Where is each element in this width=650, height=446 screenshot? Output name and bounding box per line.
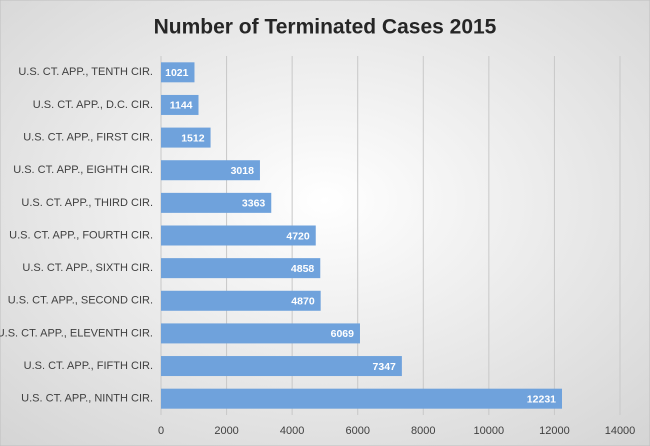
bar [161, 192, 272, 213]
y-tick-label: U.S. CT. APP., SECOND CIR. [8, 295, 153, 307]
x-tick-label: 4000 [280, 425, 304, 437]
y-tick-label: U.S. CT. APP., FOURTH CIR. [9, 229, 153, 241]
bar [161, 62, 195, 83]
x-tick-label: 14000 [605, 425, 636, 437]
bar [161, 290, 321, 311]
value-label: 4858 [291, 263, 315, 275]
bar [161, 94, 199, 115]
y-tick-label: U.S. CT. APP., NINTH CIR. [21, 393, 153, 405]
value-label: 3018 [231, 165, 255, 177]
value-label: 7347 [373, 361, 397, 373]
y-tick-label: U.S. CT. APP., EIGHTH CIR. [13, 164, 153, 176]
bar [161, 388, 563, 409]
x-tick-label: 8000 [411, 425, 435, 437]
y-tick-label: U.S. CT. APP., SIXTH CIR. [22, 262, 153, 274]
chart-title: Number of Terminated Cases 2015 [154, 16, 497, 39]
value-label: 12231 [527, 393, 556, 405]
bar [161, 356, 402, 377]
bar [161, 258, 321, 279]
bar [161, 225, 316, 246]
x-tick-label: 6000 [345, 425, 369, 437]
value-label: 4720 [286, 230, 310, 242]
x-tick-label: 0 [158, 425, 164, 437]
value-label: 6069 [331, 328, 355, 340]
value-label: 1512 [181, 132, 205, 144]
y-tick-label: U.S. CT. APP., ELEVENTH CIR. [0, 327, 153, 339]
bar [161, 323, 360, 344]
y-tick-label: U.S. CT. APP., D.C. CIR. [33, 99, 153, 111]
y-tick-label: U.S. CT. APP., THIRD CIR. [21, 197, 153, 209]
x-tick-label: 12000 [539, 425, 570, 437]
bar [161, 160, 260, 181]
value-label: 1144 [170, 100, 193, 112]
value-label: 4870 [291, 296, 315, 308]
y-tick-label: U.S. CT. APP., FIFTH CIR. [24, 360, 153, 372]
x-tick-label: 2000 [214, 425, 238, 437]
y-tick-label: U.S. CT. APP., TENTH CIR. [18, 66, 153, 78]
value-label: 1021 [165, 67, 189, 79]
x-tick-label: 10000 [474, 425, 505, 437]
y-tick-label: U.S. CT. APP., FIRST CIR. [23, 131, 153, 143]
bar [161, 127, 211, 148]
value-label: 3363 [242, 198, 266, 210]
